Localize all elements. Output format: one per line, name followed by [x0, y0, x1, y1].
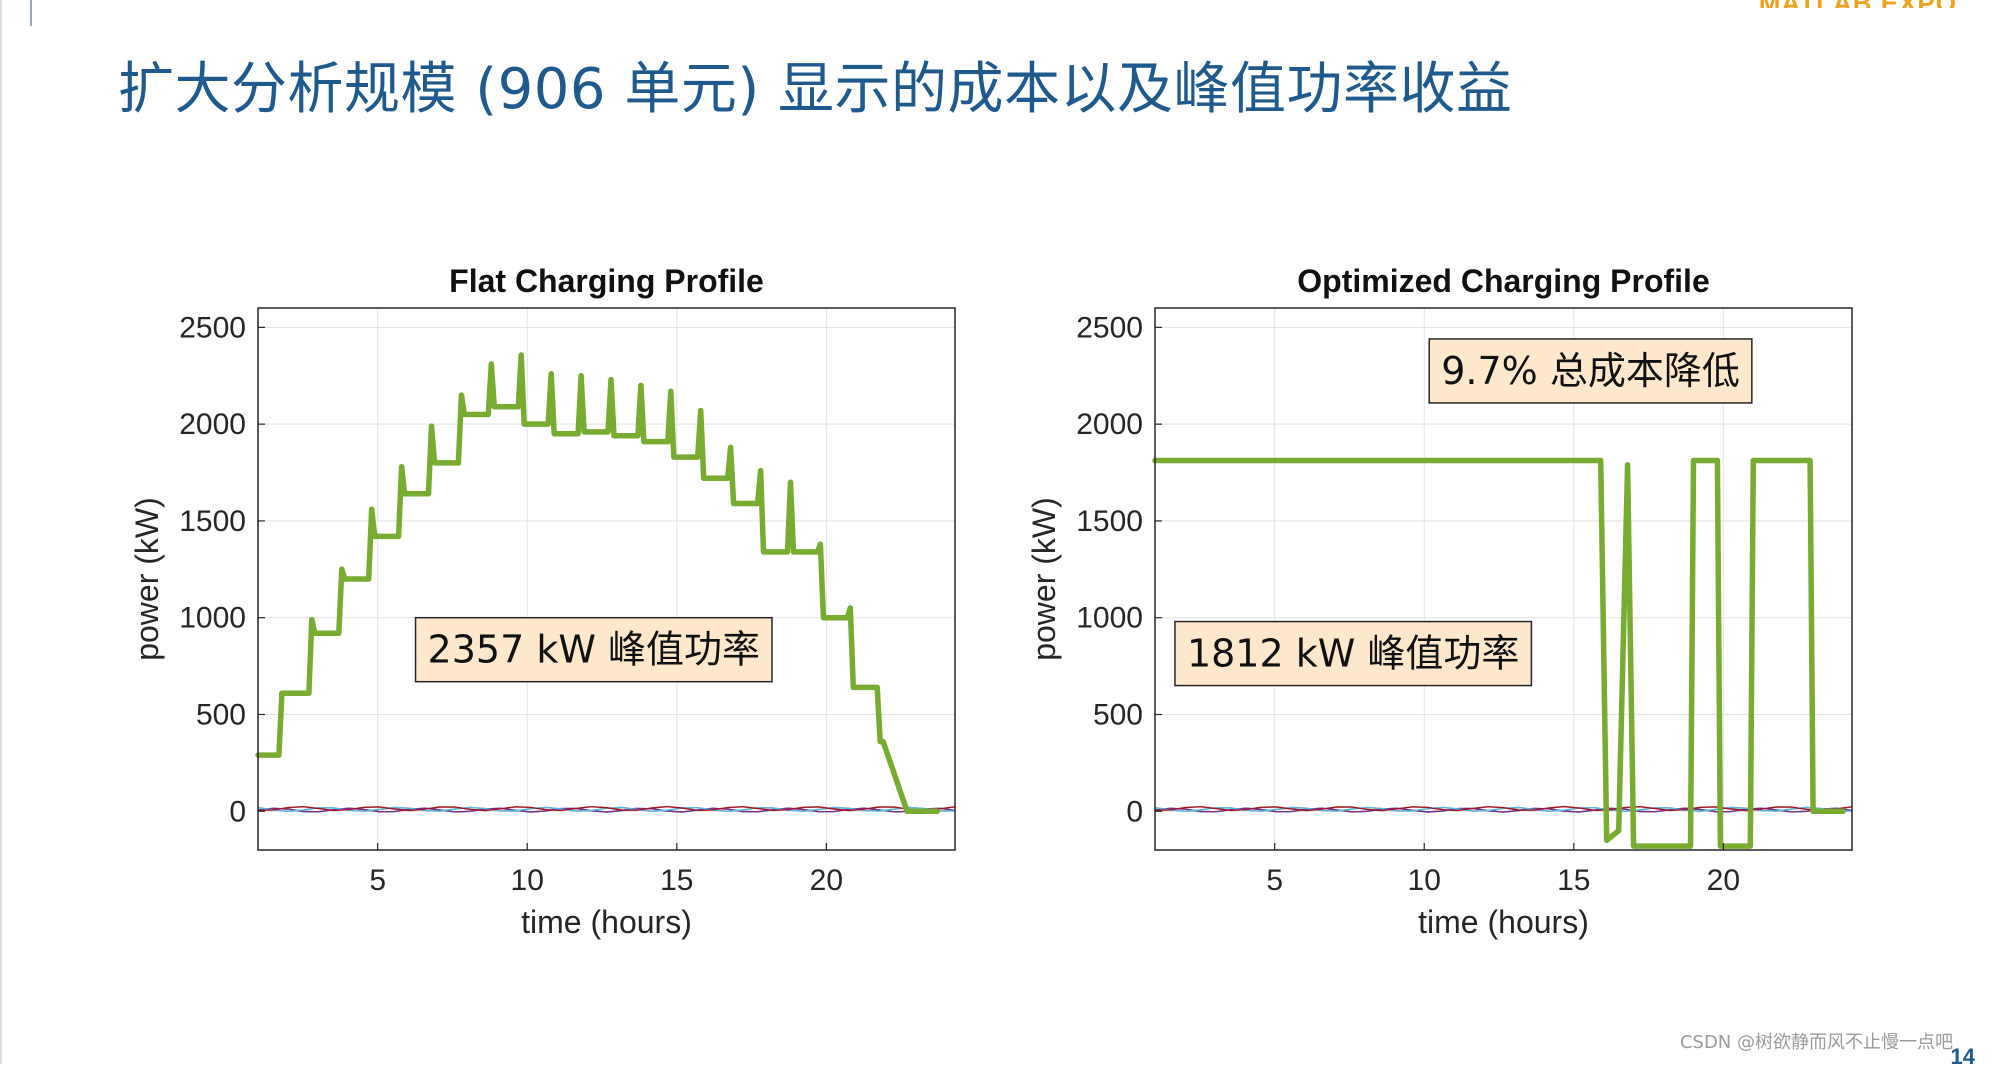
chart-1-y-tick-label: 2000 — [179, 408, 246, 441]
chart-2-annotation-box — [1174, 620, 1533, 687]
chart-1-y-tick-label: 500 — [196, 699, 246, 732]
chart-1-main-series-line — [255, 352, 940, 815]
chart-1-y-tick-label: 0 — [229, 795, 246, 828]
chart-2-annotation-text: 9.7% 总成本降低 — [1441, 349, 1740, 393]
left-edge-rule — [0, 0, 2, 1064]
brand-logo-fragment: MATLAB EXPO — [1759, 0, 1957, 8]
chart-2-y-tick-label: 500 — [1093, 699, 1143, 732]
chart-1-annotation-box — [414, 616, 773, 683]
chart-1-annotation-text: 2357 kW 峰值功率 — [428, 628, 760, 672]
chart-1-background-series — [257, 805, 956, 812]
chart-2-y-axis-label: power (kW) — [1026, 497, 1062, 661]
chart-2-y-tick-label: 1000 — [1076, 602, 1143, 635]
chart-1-x-tick-label: 15 — [660, 864, 693, 897]
chart-1-y-tick-label: 1000 — [179, 602, 246, 635]
chart-1-x-tick-label: 20 — [810, 864, 843, 897]
watermark: CSDN @树欲静而风不止慢一点吧 — [1679, 1032, 1953, 1053]
chart-2-y-tick-label: 1500 — [1076, 505, 1143, 538]
chart-2-y-tick-label: 2000 — [1076, 408, 1143, 441]
chart-2-x-tick-label: 5 — [1266, 864, 1283, 897]
chart-2-y-tick-label: 2500 — [1076, 311, 1143, 344]
chart-1-background-series — [257, 807, 956, 813]
chart-1-x-tick-label: 10 — [511, 864, 544, 897]
chart-2-annotation-box — [1428, 338, 1753, 404]
chart-1-x-axis-label: time (hours) — [521, 904, 692, 940]
top-accent-tick — [30, 0, 32, 26]
chart-2-y-tick-label: 0 — [1126, 795, 1143, 828]
chart-2-x-tick-label: 10 — [1408, 864, 1441, 897]
chart-2-annotation-text: 1812 kW 峰值功率 — [1187, 632, 1519, 676]
chart-1-axes-frame — [257, 307, 956, 851]
chart-2-background-series — [1154, 807, 1853, 813]
chart-2-main-series-line — [1152, 457, 1846, 849]
slide-title: 扩大分析规模 (906 单元) 显示的成本以及峰值功率收益 — [118, 57, 1513, 122]
chart-2-title: Optimized Charging Profile — [1297, 263, 1709, 299]
chart-1-y-tick-label: 2500 — [179, 311, 246, 344]
chart-2-x-tick-label: 15 — [1557, 864, 1590, 897]
chart-1-title: Flat Charging Profile — [449, 263, 764, 299]
chart-1-x-tick-label: 5 — [369, 864, 386, 897]
chart-2-background-series — [1154, 805, 1853, 812]
chart-2-x-axis-label: time (hours) — [1418, 904, 1589, 940]
chart-2-x-tick-label: 20 — [1707, 864, 1740, 897]
chart-1-y-axis-label: power (kW) — [129, 497, 165, 661]
chart-2-axes-frame — [1154, 307, 1853, 851]
chart-1-y-tick-label: 1500 — [179, 505, 246, 538]
page-number: 14 — [1950, 1044, 1975, 1069]
